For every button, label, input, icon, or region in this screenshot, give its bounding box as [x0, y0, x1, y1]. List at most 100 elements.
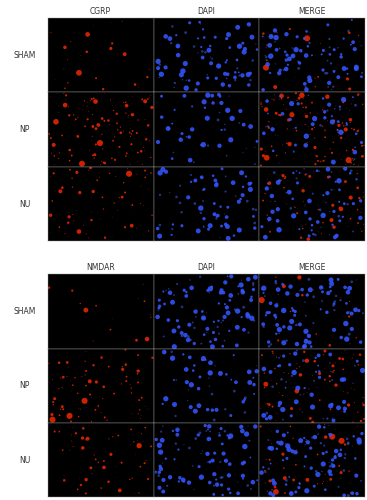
Point — [88, 216, 94, 224]
Point — [112, 160, 117, 168]
Point — [80, 434, 86, 442]
Point — [106, 121, 112, 129]
Point — [321, 108, 327, 116]
Point — [92, 406, 98, 414]
Point — [161, 300, 167, 308]
Point — [344, 435, 350, 443]
Point — [222, 313, 228, 321]
Point — [149, 211, 155, 219]
Point — [252, 273, 258, 281]
Point — [360, 366, 366, 374]
Point — [120, 148, 126, 156]
Point — [330, 368, 336, 376]
Point — [273, 188, 279, 196]
Point — [235, 307, 241, 315]
Point — [295, 58, 301, 66]
Point — [352, 45, 358, 53]
Point — [323, 198, 329, 206]
Point — [358, 208, 364, 216]
Point — [138, 414, 143, 422]
Point — [192, 176, 198, 184]
Point — [360, 309, 366, 317]
Point — [267, 414, 273, 422]
Text: SHAM: SHAM — [14, 50, 36, 59]
Point — [309, 114, 315, 122]
Point — [226, 327, 232, 335]
Point — [329, 470, 335, 478]
Point — [241, 458, 247, 466]
Point — [160, 488, 166, 496]
Point — [301, 434, 307, 442]
Point — [309, 110, 315, 118]
Point — [333, 452, 338, 460]
Point — [219, 126, 225, 134]
Point — [239, 276, 244, 284]
Point — [176, 478, 182, 486]
Point — [67, 446, 73, 454]
Point — [278, 90, 284, 98]
Point — [73, 108, 79, 116]
Point — [56, 102, 62, 110]
Point — [109, 101, 115, 109]
Point — [222, 427, 228, 435]
Point — [247, 76, 253, 84]
Point — [294, 96, 300, 104]
Point — [280, 172, 286, 179]
Point — [198, 209, 204, 217]
Point — [171, 327, 177, 335]
Point — [337, 354, 342, 362]
Point — [290, 44, 295, 52]
Point — [140, 202, 146, 209]
Point — [249, 33, 255, 41]
Point — [66, 213, 72, 221]
Point — [286, 446, 292, 454]
Point — [358, 417, 364, 425]
Point — [165, 124, 171, 132]
Point — [122, 134, 128, 141]
Point — [299, 100, 305, 108]
Point — [218, 288, 224, 296]
Point — [232, 306, 238, 314]
Point — [297, 59, 302, 67]
Point — [286, 116, 291, 124]
Point — [281, 66, 287, 74]
Point — [231, 232, 237, 239]
Point — [294, 456, 300, 464]
Point — [77, 463, 83, 471]
Point — [175, 43, 181, 51]
Point — [89, 132, 95, 140]
Point — [199, 473, 204, 481]
Point — [330, 220, 335, 228]
Point — [267, 457, 273, 465]
Point — [131, 410, 137, 418]
Point — [294, 126, 299, 134]
Point — [312, 114, 317, 122]
Point — [343, 320, 349, 328]
Point — [235, 282, 241, 290]
Point — [281, 431, 287, 439]
Point — [142, 116, 148, 124]
Point — [143, 136, 149, 143]
Point — [281, 306, 287, 314]
Point — [324, 70, 330, 78]
Text: NU: NU — [19, 456, 30, 465]
Point — [327, 468, 333, 475]
Point — [276, 94, 282, 102]
Point — [274, 46, 280, 54]
Point — [224, 152, 230, 160]
Point — [317, 374, 323, 382]
Point — [154, 98, 160, 106]
Point — [331, 416, 337, 424]
Point — [67, 149, 73, 157]
Point — [331, 223, 337, 231]
Point — [80, 378, 86, 386]
Point — [118, 162, 124, 170]
Point — [238, 281, 244, 289]
Point — [300, 343, 306, 351]
Point — [331, 121, 337, 129]
Point — [125, 92, 131, 100]
Point — [307, 432, 313, 440]
Point — [297, 480, 303, 488]
Point — [348, 167, 354, 175]
Point — [358, 204, 364, 212]
